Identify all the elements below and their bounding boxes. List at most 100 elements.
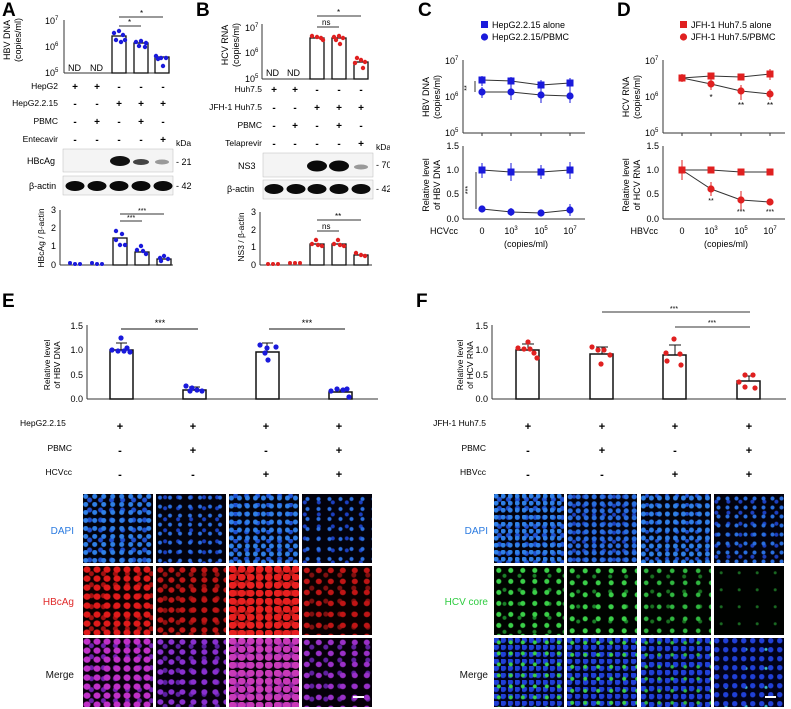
svg-text:1.0: 1.0 (446, 165, 459, 175)
svg-text:105: 105 (734, 226, 748, 236)
svg-text:1: 1 (251, 242, 256, 252)
svg-text:+: + (138, 99, 144, 110)
svg-text:+: + (599, 445, 605, 457)
x-axis-label: (copies/ml) (704, 239, 748, 249)
panel-f-chart: Relative level of HCV RNA 1.5 1.0 0.5 0.0 *… (433, 306, 786, 481)
svg-text:*: * (140, 9, 143, 18)
microscopy-image-e-hbcag-1 (83, 566, 153, 635)
svg-text:PBMC: PBMC (33, 116, 58, 126)
svg-text:106: 106 (445, 92, 459, 102)
svg-text:-: - (139, 82, 142, 93)
svg-text:**: ** (708, 198, 714, 205)
image-row-label-hbcag: HBcAg (42, 597, 74, 608)
svg-text:**: ** (335, 212, 341, 221)
image-row-label-dapi: DAPI (50, 526, 74, 537)
svg-text:107: 107 (645, 56, 659, 66)
nd-label: ND (287, 68, 300, 78)
microscopy-image-f-merge-2 (567, 638, 637, 707)
svg-text:+: + (746, 445, 752, 457)
y-axis-label-units: (copies/ml) (231, 23, 241, 67)
panel-a-conditions: HepG2 HepG2.2.15 PBMC Entecavir + + - - - - -… (12, 81, 191, 148)
svg-text:Telaprevir: Telaprevir (225, 138, 262, 148)
svg-text:+: + (746, 421, 752, 433)
svg-text:+: + (138, 117, 144, 128)
svg-text:1: 1 (51, 241, 56, 251)
svg-text:+: + (263, 421, 269, 433)
svg-text:***: *** (302, 318, 313, 328)
svg-text:*: * (128, 18, 131, 27)
svg-text:-: - (73, 99, 76, 110)
svg-text:+: + (336, 121, 342, 132)
microscopy-image-f-hcv-core-1 (494, 566, 564, 635)
svg-text:-: - (118, 469, 122, 481)
panel-label-d: D (617, 0, 631, 21)
svg-text:-: - (673, 445, 677, 457)
svg-text:+: + (358, 139, 364, 150)
microscopy-image-f-hcv-core-2 (567, 566, 637, 635)
y-axis-label: of HCV RNA (632, 160, 642, 211)
svg-text:+: + (672, 469, 678, 481)
panel-e-chart: Relative level of HBV DNA 1.5 1.0 0.5 0.0 *… (20, 318, 378, 481)
panel-b-figure: HCV RNA (copies/ml) 107 106 105 ND ND ns… (209, 8, 390, 270)
svg-text:-: - (359, 85, 362, 96)
svg-text:0.0: 0.0 (646, 214, 659, 224)
panel-d-bottom-chart: Relative level of HCV RNA 1.5 1.0 0.5 0.0 *… (621, 141, 785, 249)
svg-text:+: + (94, 117, 100, 128)
svg-text:1.5: 1.5 (646, 141, 659, 151)
svg-text:3: 3 (51, 205, 56, 215)
microscopy-image-e-merge-1 (83, 638, 153, 707)
microscopy-image-e-merge-4 (302, 638, 372, 707)
panel-d-figure: JFH-1 Huh7.5 alone JFH-1 Huh7.5/PBMC HCV… (621, 20, 785, 249)
microscopy-image-e-dapi-2 (156, 494, 226, 563)
kda-marker: - 70 (376, 160, 390, 170)
y-axis-label: HCV RNA (220, 25, 230, 66)
svg-text:+: + (358, 103, 364, 114)
panel-b-bottom-chart: NS3 / β-actin 3 2 1 0 ns ** (236, 207, 372, 270)
svg-text:PBMC: PBMC (237, 120, 262, 130)
svg-text:105: 105 (645, 128, 659, 138)
scale-bar (765, 696, 776, 698)
legend-item: HepG2.2.15 alone (492, 20, 565, 30)
microscopy-image-f-merge-4 (714, 638, 784, 707)
svg-text:-: - (272, 139, 275, 150)
microscopy-image-f-dapi-2 (567, 494, 637, 563)
svg-text:+: + (336, 469, 342, 481)
nd-label: ND (266, 68, 279, 78)
panel-c-figure: HepG2.2.15 alone HepG2.2.15/PBMC HBV DNA… (421, 20, 585, 249)
svg-text:+: + (160, 135, 166, 146)
svg-text:Entecavir: Entecavir (23, 134, 59, 144)
svg-text:103: 103 (704, 226, 718, 236)
svg-text:0.5: 0.5 (475, 370, 488, 380)
svg-text:***: *** (465, 186, 472, 194)
svg-text:-: - (526, 469, 530, 481)
svg-text:-: - (337, 85, 340, 96)
microscopy-image-e-dapi-3 (229, 494, 299, 563)
svg-text:HepG2.2.15: HepG2.2.15 (12, 98, 58, 108)
panel-f-conditions: JFH-1 Huh7.5 PBMC HBVcc + + + + - + - + - - + + (433, 418, 752, 481)
band-label-actin: β-actin (227, 184, 254, 194)
svg-text:1.0: 1.0 (70, 345, 83, 355)
svg-text:-: - (73, 135, 76, 146)
svg-text:+: + (94, 82, 100, 93)
svg-text:105: 105 (534, 226, 548, 236)
svg-text:2: 2 (251, 225, 256, 235)
nd-label: ND (68, 63, 81, 73)
svg-text:-: - (272, 103, 275, 114)
svg-text:+: + (190, 421, 196, 433)
y-axis-label: HBV DNA (421, 77, 431, 117)
panel-label-a: A (2, 0, 16, 21)
panel-b-top-chart: HCV RNA (copies/ml) 107 106 105 ND ND ns… (220, 8, 369, 84)
svg-text:107: 107 (563, 226, 577, 236)
svg-text:***: *** (138, 208, 146, 215)
band-label-hbcag: HBcAg (27, 156, 55, 166)
svg-text:1.5: 1.5 (446, 141, 459, 151)
svg-text:+: + (525, 421, 531, 433)
panel-a-western-blot: HBcAg β-actin - 21 - 42 (27, 148, 192, 196)
svg-text:3: 3 (251, 207, 256, 217)
svg-text:-: - (161, 117, 164, 128)
panel-d-top-chart: HCV RNA (copies/ml) 107 106 105 *** ** (621, 56, 785, 138)
panel-label-b: B (196, 0, 210, 21)
microscopy-image-e-hbcag-3 (229, 566, 299, 635)
svg-text:+: + (336, 103, 342, 114)
panel-c-legend: HepG2.2.15 alone HepG2.2.15/PBMC (480, 20, 570, 42)
